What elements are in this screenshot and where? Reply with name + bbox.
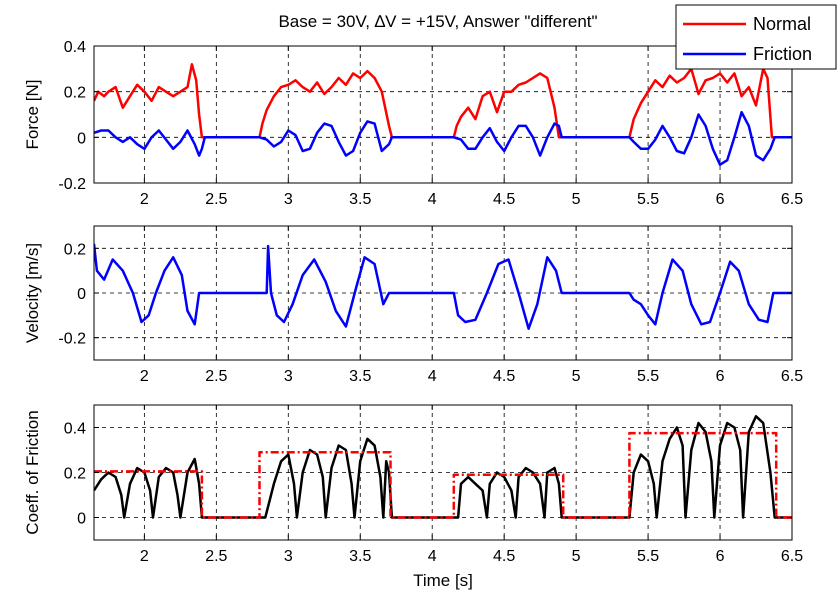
x-tick-label: 6 [716, 368, 725, 385]
x-tick-label: 6.5 [781, 548, 803, 565]
x-tick-label: 3 [284, 191, 293, 208]
x-tick-label: 6 [716, 191, 725, 208]
x-tick-label: 6.5 [781, 368, 803, 385]
legend-label-normal: Normal [753, 14, 811, 34]
x-tick-label: 2 [140, 548, 149, 565]
x-tick-label: 6 [716, 548, 725, 565]
y-axis-label: Coeff. of Friction [23, 410, 42, 534]
y-tick-label: 0.2 [64, 85, 86, 102]
x-axis-label: Time [s] [413, 571, 473, 590]
y-tick-label: 0.2 [64, 466, 86, 483]
y-tick-label: 0 [77, 130, 86, 147]
series-line-friction [94, 110, 792, 166]
x-tick-label: 2.5 [205, 548, 227, 565]
x-tick-label: 3.5 [349, 548, 371, 565]
y-tick-label: 0 [77, 511, 86, 528]
x-tick-label: 2 [140, 368, 149, 385]
x-tick-label: 5 [572, 368, 581, 385]
x-tick-label: 5 [572, 191, 581, 208]
series-line-normal [94, 63, 792, 139]
friction-coefficient-panel: 2 2.5 3 3.5 4 4.5 5 5.5 6 6.5 0 0.2 0.4 Coeff. of Fri… [23, 404, 803, 590]
series-line-2-1 [94, 431, 792, 519]
x-tick-label: 5 [572, 548, 581, 565]
legend: Normal Friction [675, 4, 837, 70]
x-tick-label: 5.5 [637, 368, 659, 385]
x-tick-label: 4.5 [493, 191, 515, 208]
x-tick-label: 6.5 [781, 191, 803, 208]
x-tick-label: 4 [428, 368, 437, 385]
x-tick-label: 4.5 [493, 548, 515, 565]
legend-box [675, 4, 837, 70]
y-tick-label: 0 [77, 286, 86, 303]
y-tick-label: -0.2 [58, 176, 86, 193]
y-tick-label: 0.2 [64, 241, 86, 258]
x-tick-label: 5.5 [637, 548, 659, 565]
x-tick-label: 3.5 [349, 368, 371, 385]
figure-title: Base = 30V, ∆V = +15V, Answer "different… [278, 12, 597, 31]
x-tick-label: 5.5 [637, 191, 659, 208]
y-axis-label: Force [N] [23, 80, 42, 150]
x-tick-label: 4.5 [493, 368, 515, 385]
x-tick-label: 4 [428, 548, 437, 565]
x-tick-label: 3 [284, 548, 293, 565]
y-axis-label: Velocity [m/s] [23, 243, 42, 343]
y-tick-label: 0.4 [64, 39, 86, 56]
legend-label-friction: Friction [753, 44, 812, 64]
x-tick-label: 4 [428, 191, 437, 208]
series-line-1-0 [94, 243, 792, 330]
x-tick-label: 3.5 [349, 191, 371, 208]
series-line-2-0 [94, 415, 792, 519]
axes-frame [93, 45, 793, 184]
x-tick-label: 2 [140, 191, 149, 208]
y-tick-label: 0.4 [64, 421, 86, 438]
x-tick-label: 2.5 [205, 191, 227, 208]
x-tick-label: 3 [284, 368, 293, 385]
velocity-panel: 2 2.5 3 3.5 4 4.5 5 5.5 6 6.5 -0.2 0 0.2 Velocity [m/… [23, 225, 803, 385]
x-tick-label: 2.5 [205, 368, 227, 385]
y-tick-label: -0.2 [58, 331, 86, 348]
